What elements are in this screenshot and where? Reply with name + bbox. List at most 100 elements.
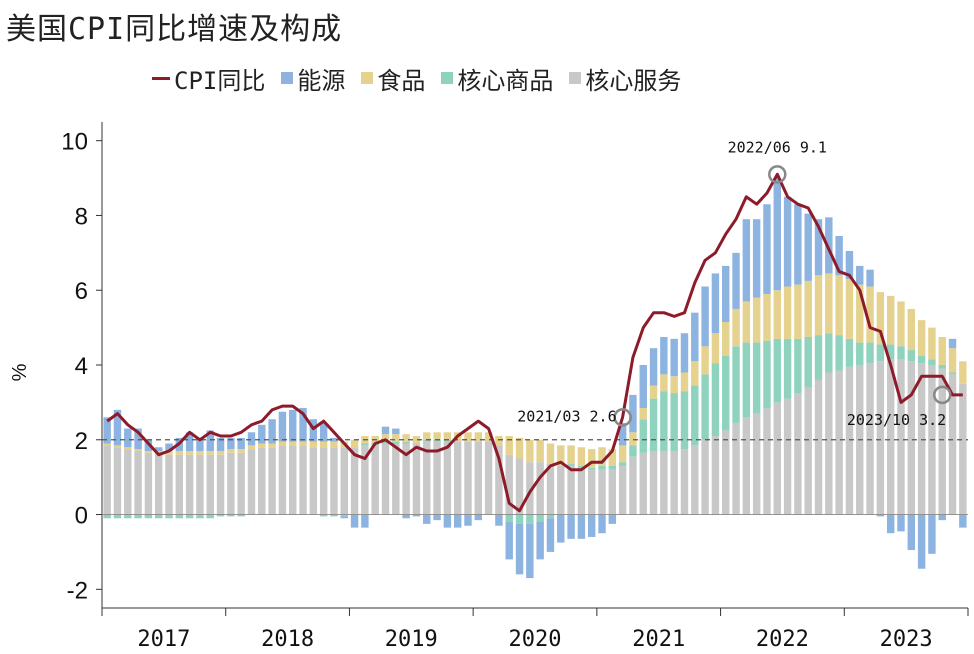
bar-core-services — [732, 422, 740, 515]
bar-energy — [495, 514, 503, 526]
bar-core-services — [474, 441, 483, 515]
bar-core-goods — [587, 467, 596, 470]
bar-core-goods — [938, 365, 946, 369]
legend-item-food: 食品 — [361, 61, 425, 96]
bar-food — [175, 450, 184, 455]
bar-energy — [886, 514, 895, 534]
bar-core-services — [691, 445, 699, 515]
bar-energy — [691, 312, 699, 362]
bar-core-services — [886, 359, 895, 515]
x-tick-label: 2018 — [261, 627, 314, 652]
bar-core-services — [247, 449, 256, 515]
bar-food — [680, 372, 689, 392]
bar-food — [330, 441, 338, 448]
bar-core-goods — [433, 439, 441, 442]
bar-food — [412, 436, 421, 444]
bar-core-goods — [319, 514, 328, 517]
bar-energy — [453, 514, 462, 528]
y-tick-label: 10 — [61, 129, 88, 156]
bar-core-services — [907, 361, 916, 515]
bar-energy — [598, 514, 606, 534]
bar-core-services — [670, 450, 678, 515]
bar-core-goods — [124, 514, 132, 519]
bar-food — [742, 301, 751, 343]
x-tick-label: 2023 — [880, 627, 933, 652]
annotation-marker — [768, 165, 787, 184]
bar-energy — [350, 514, 359, 528]
legend-label-food: 食品 — [377, 66, 426, 95]
bar-food — [505, 436, 513, 455]
bar-food — [701, 346, 709, 375]
y-tick-label: 6 — [75, 278, 88, 305]
bar-energy — [124, 428, 132, 448]
bar-core-services — [722, 430, 730, 515]
bar-energy — [113, 409, 122, 446]
bar-core-goods — [732, 346, 740, 423]
bar-food — [474, 432, 483, 442]
bar-food — [144, 450, 153, 453]
annotation-label: 2023/10 3.2 — [847, 411, 946, 429]
legend-label-core-goods: 核心商品 — [457, 66, 554, 95]
bar-core-services — [546, 464, 555, 515]
bar-core-goods — [577, 465, 586, 468]
bar-food — [196, 450, 204, 455]
bar-food — [299, 441, 307, 446]
bar-energy — [701, 286, 709, 347]
bar-food — [804, 280, 812, 337]
bar-food — [587, 449, 596, 468]
bar-core-services — [495, 445, 503, 515]
bar-core-services — [392, 443, 400, 515]
bar-core-services — [299, 445, 307, 515]
bar-core-services — [165, 454, 173, 515]
y-tick-label: 4 — [75, 353, 88, 380]
bar-energy — [856, 265, 864, 285]
bar-core-services — [649, 450, 658, 515]
bar-core-goods — [773, 338, 781, 403]
bar-energy — [742, 219, 751, 302]
bar-core-goods — [113, 514, 122, 519]
bar-core-services — [917, 363, 926, 515]
bar-core-goods — [639, 419, 647, 453]
bar-energy — [464, 514, 472, 526]
bar-food — [618, 445, 627, 463]
bar-core-goods — [742, 342, 751, 418]
bar-food — [917, 320, 926, 356]
bar-energy — [423, 514, 431, 524]
bar-core-goods — [835, 335, 843, 371]
bar-energy — [134, 428, 142, 450]
bar-core-services — [794, 393, 802, 515]
bar-energy — [392, 428, 400, 435]
bar-core-services — [567, 465, 575, 515]
bar-core-services — [711, 436, 720, 515]
annotation-marker — [613, 408, 632, 427]
bar-core-goods — [206, 514, 214, 519]
bar-food — [526, 439, 534, 463]
y-tick-label: -2 — [67, 577, 88, 604]
bar-core-goods — [526, 514, 534, 524]
bar-core-services — [876, 361, 885, 515]
bar-food — [711, 333, 720, 364]
bar-energy — [361, 514, 369, 528]
bar-core-services — [124, 449, 132, 515]
bar-core-services — [680, 449, 689, 515]
bar-core-services — [526, 462, 534, 515]
bar-core-goods — [928, 359, 936, 365]
bar-food — [392, 434, 400, 442]
bar-core-goods — [825, 333, 833, 373]
bar-core-services — [505, 454, 513, 515]
bar-food — [185, 450, 194, 455]
bar-food — [794, 284, 802, 339]
bar-food — [876, 292, 885, 345]
bar-core-services — [773, 402, 781, 515]
bar-energy — [948, 338, 957, 349]
legend-item-cpi: CPI同比 — [152, 61, 265, 96]
x-tick-label: 2017 — [137, 627, 190, 652]
bar-core-goods — [567, 464, 575, 466]
bar-food — [536, 439, 544, 463]
bar-energy — [557, 514, 565, 543]
bar-energy — [618, 422, 627, 446]
bar-food — [763, 293, 771, 341]
bar-core-goods — [330, 514, 338, 517]
bar-food — [237, 449, 245, 453]
bar-energy — [577, 514, 586, 539]
